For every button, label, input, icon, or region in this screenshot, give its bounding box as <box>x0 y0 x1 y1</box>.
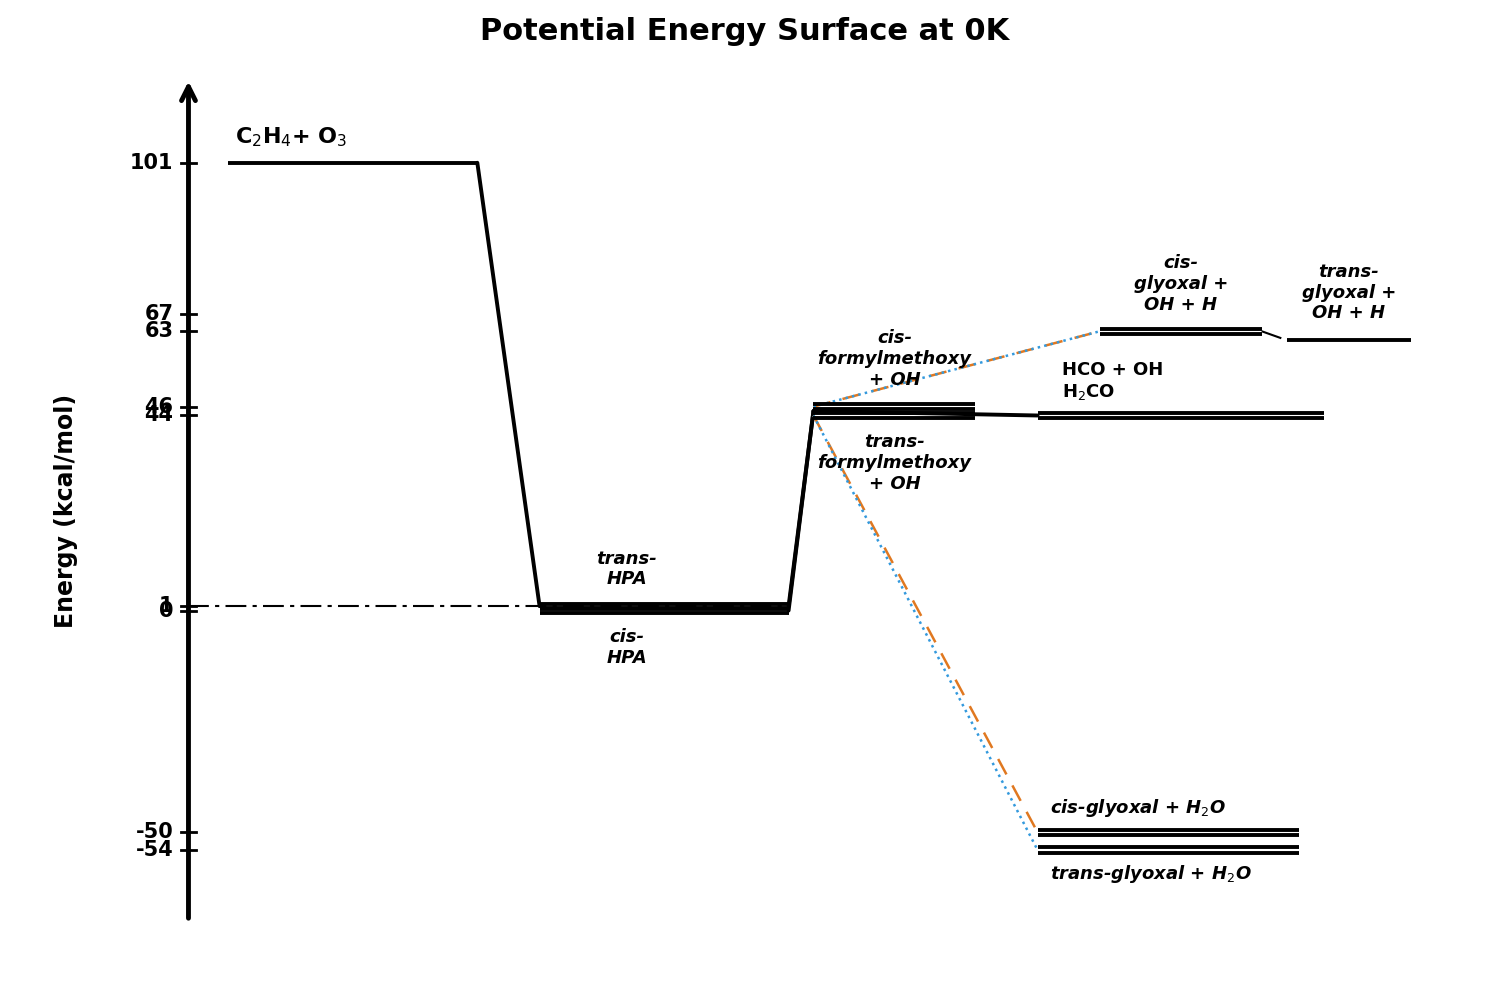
Text: 67: 67 <box>145 303 173 323</box>
Text: 0: 0 <box>159 601 173 621</box>
Title: Potential Energy Surface at 0K: Potential Energy Surface at 0K <box>480 17 1010 46</box>
Text: cis-glyoxal + H$_2$O: cis-glyoxal + H$_2$O <box>1050 797 1226 819</box>
Text: trans-glyoxal + H$_2$O: trans-glyoxal + H$_2$O <box>1050 863 1252 886</box>
Text: 44: 44 <box>145 406 173 425</box>
Text: C$_2$H$_4$+ O$_3$: C$_2$H$_4$+ O$_3$ <box>234 126 347 149</box>
Text: HCO + OH
H$_2$CO: HCO + OH H$_2$CO <box>1062 361 1164 403</box>
Text: trans-
HPA: trans- HPA <box>596 550 657 588</box>
Text: trans-
glyoxal +
OH + H: trans- glyoxal + OH + H <box>1302 263 1396 322</box>
Text: cis-
formylmethoxy
+ OH: cis- formylmethoxy + OH <box>818 329 971 389</box>
Text: 1: 1 <box>159 596 173 616</box>
Text: cis-
HPA: cis- HPA <box>606 628 647 667</box>
Text: trans-
formylmethoxy
+ OH: trans- formylmethoxy + OH <box>818 433 971 493</box>
Text: 63: 63 <box>145 321 173 342</box>
Text: -54: -54 <box>136 840 173 860</box>
Text: 101: 101 <box>130 153 173 173</box>
Text: 46: 46 <box>145 397 173 416</box>
Text: -50: -50 <box>136 822 173 843</box>
Text: Energy (kcal/mol): Energy (kcal/mol) <box>55 394 79 627</box>
Text: cis-
glyoxal +
OH + H: cis- glyoxal + OH + H <box>1134 254 1228 313</box>
